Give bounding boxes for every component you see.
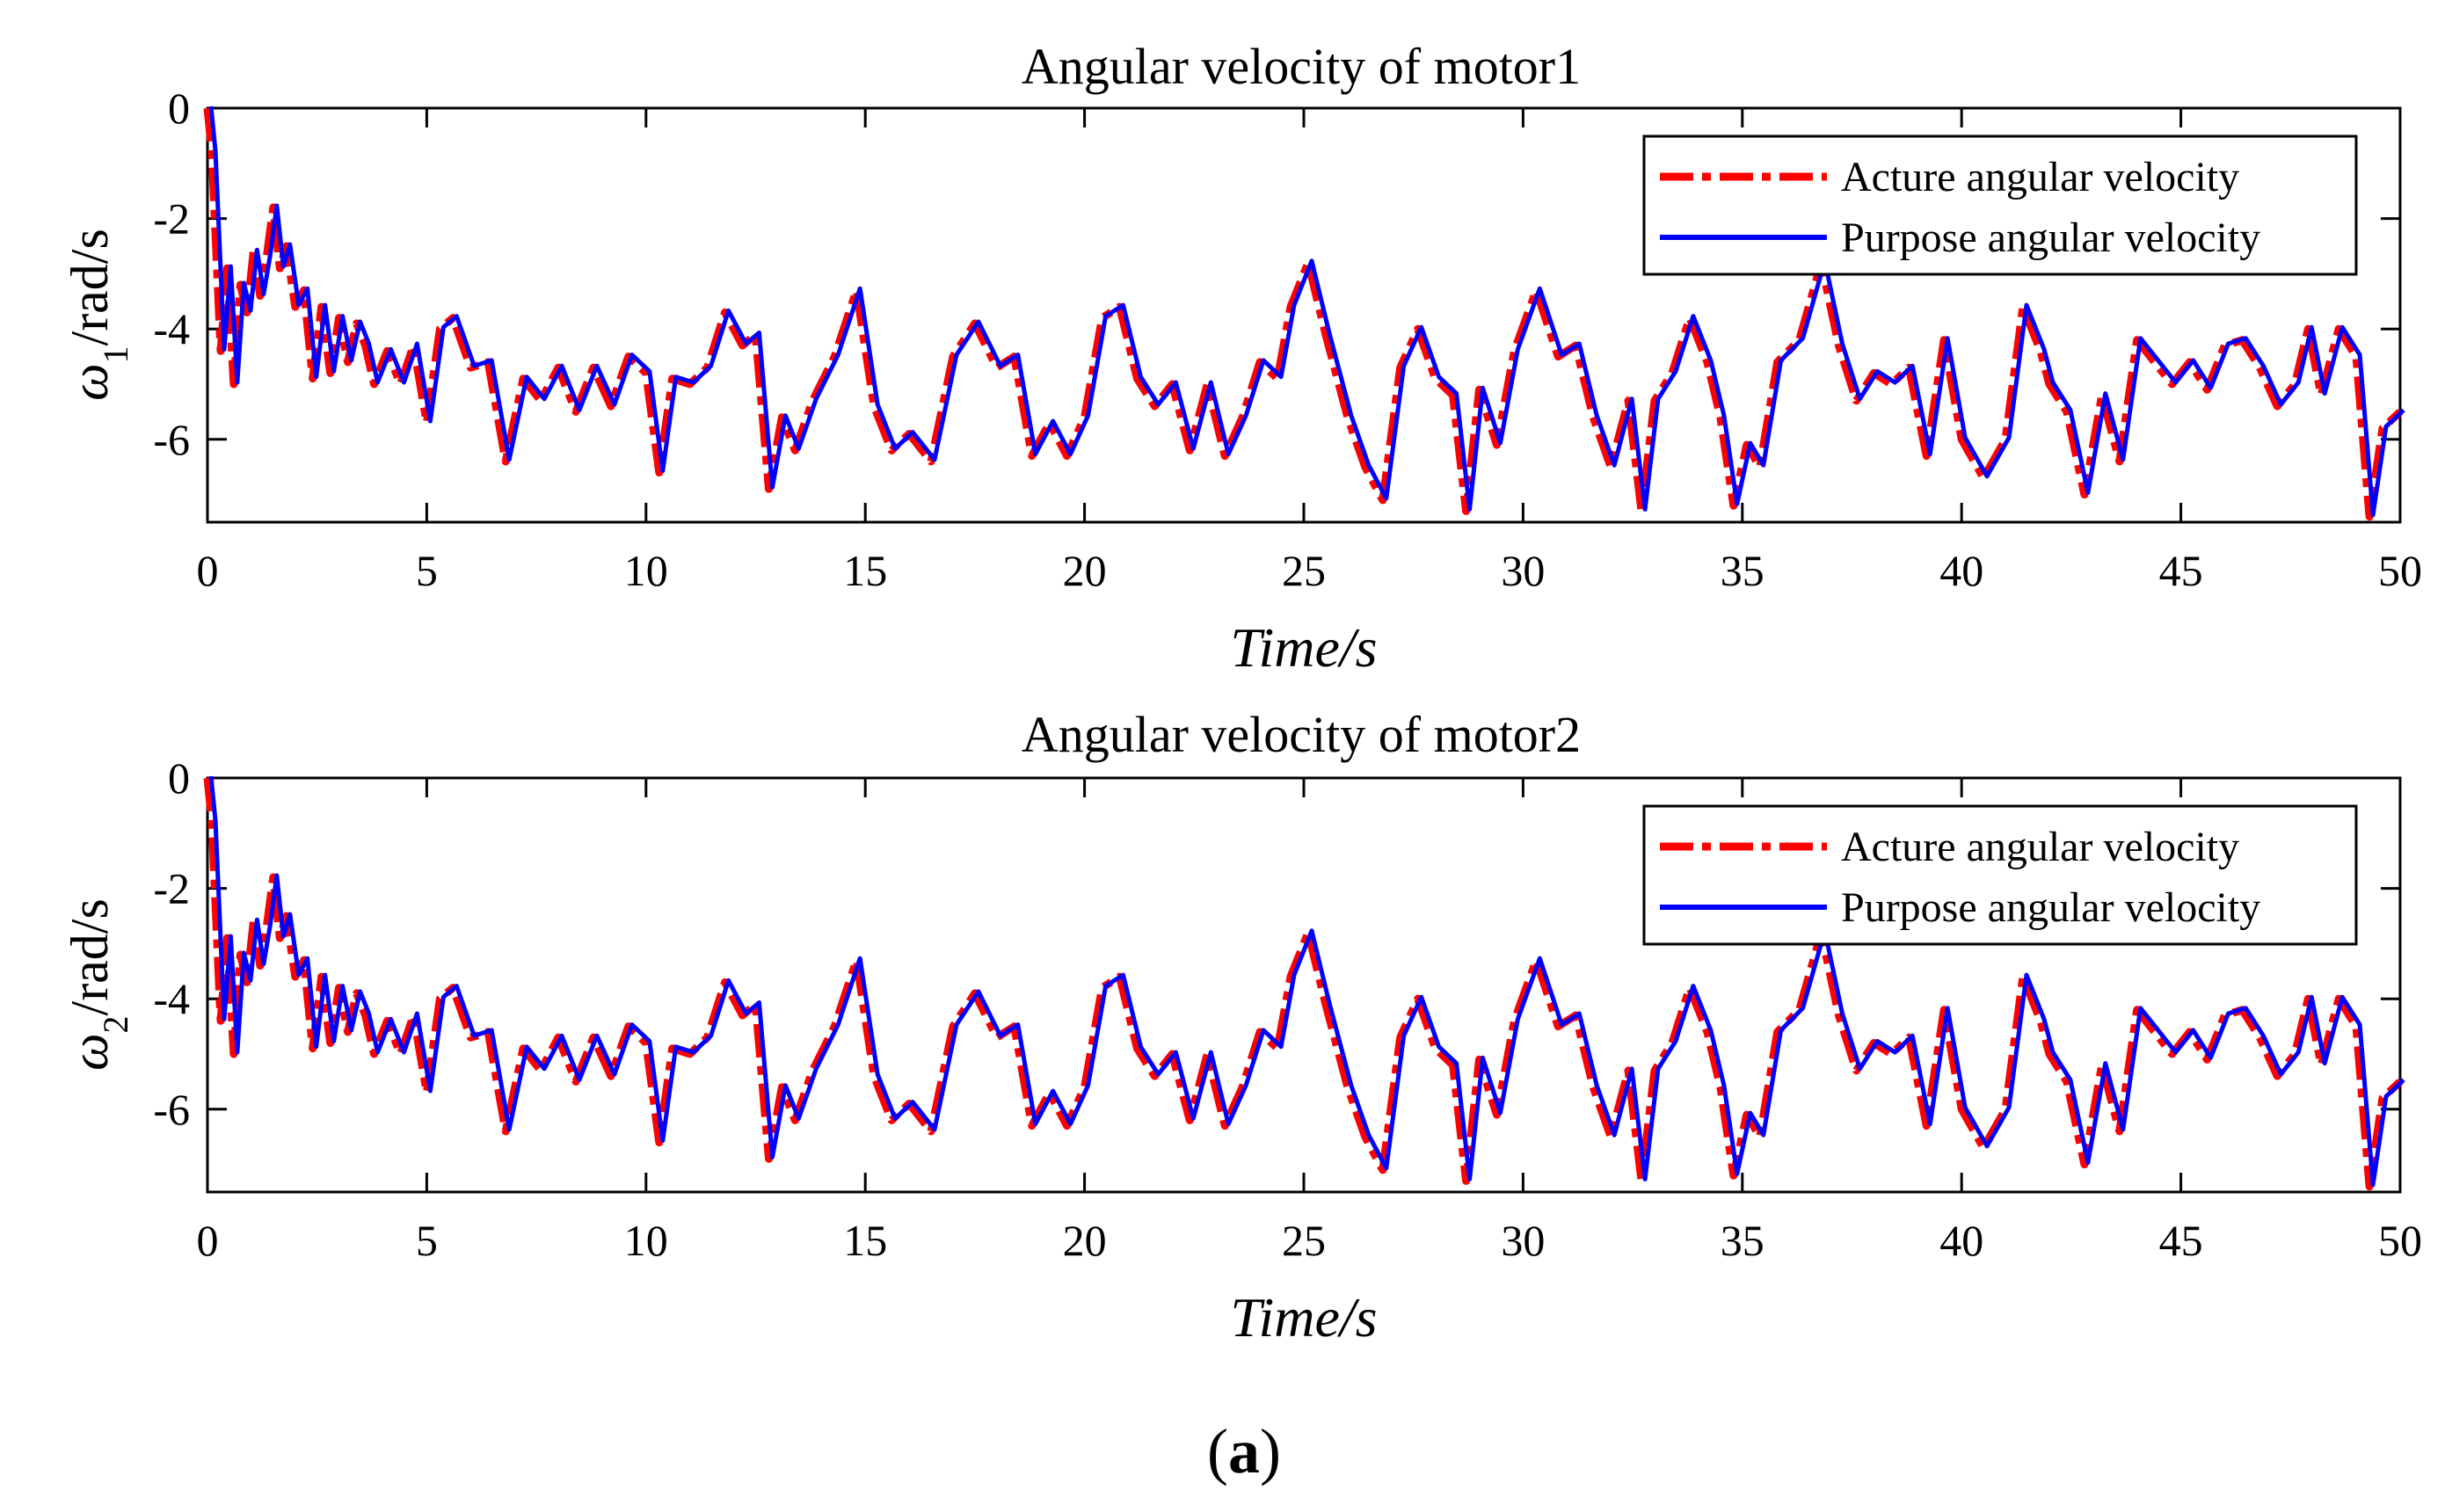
x-tick-labels: 0 5 10 15 20 25 30 35 40 45 50 <box>197 546 2423 595</box>
axis-ticks <box>206 106 2402 522</box>
series-purpose-line <box>208 775 2405 1188</box>
x-tick-label: 40 <box>1939 1216 1983 1265</box>
x-tick-label: 30 <box>1501 1216 1545 1265</box>
x-tick-label: 50 <box>2378 1216 2422 1265</box>
x-tick-label: 15 <box>843 1216 887 1265</box>
legend: Acture angular velocity Purpose angular … <box>1642 804 2358 946</box>
series-actual-line <box>203 777 2404 1191</box>
legend: Acture angular velocity Purpose angular … <box>1642 134 2358 276</box>
y-tick-label: -2 <box>153 194 190 244</box>
x-tick-labels: 0 5 10 15 20 25 30 35 40 45 50 <box>197 1216 2423 1265</box>
y-tick-label: -4 <box>153 304 190 353</box>
data-lines <box>203 105 2405 521</box>
x-tick-label: 0 <box>197 546 219 595</box>
y-tick-labels: 0 -2 -4 -6 <box>153 753 190 1134</box>
x-tick-label: 30 <box>1501 546 1545 595</box>
legend-label-purpose: Purpose angular velocity <box>1841 214 2260 261</box>
x-tick-label: 40 <box>1939 546 1983 595</box>
y-tick-label: 0 <box>168 753 190 803</box>
x-tick-label: 5 <box>416 546 438 595</box>
chart-title: Angular velocity of motor1 <box>1022 38 1581 95</box>
x-tick-label: 35 <box>1721 546 1764 595</box>
chart-motor1: Angular velocity of motor1 0 5 10 15 20 25 30 3… <box>61 38 2422 679</box>
x-tick-label: 0 <box>197 1216 219 1265</box>
chart-title: Angular velocity of motor2 <box>1022 706 1581 763</box>
y-tick-label: -6 <box>153 415 190 464</box>
x-tick-label: 45 <box>2159 1216 2203 1265</box>
legend-box <box>1642 134 2358 276</box>
legend-label-actual: Acture angular velocity <box>1841 154 2239 200</box>
y-axis-label: ω2/rad/s <box>61 898 135 1071</box>
y-tick-label: -4 <box>153 974 190 1023</box>
x-tick-label: 45 <box>2159 546 2203 595</box>
x-tick-label: 5 <box>416 1216 438 1265</box>
x-tick-label: 20 <box>1063 1216 1107 1265</box>
x-tick-label: 25 <box>1282 546 1326 595</box>
x-tick-label: 50 <box>2378 546 2422 595</box>
y-tick-label: 0 <box>168 84 190 133</box>
x-axis-label: Time/s <box>1230 1286 1377 1348</box>
x-tick-label: 35 <box>1721 1216 1764 1265</box>
series-actual-line <box>203 107 2404 521</box>
y-tick-label: -2 <box>153 864 190 913</box>
legend-label-purpose: Purpose angular velocity <box>1841 884 2260 931</box>
y-tick-labels: 0 -2 -4 -6 <box>153 84 190 464</box>
x-tick-label: 20 <box>1063 546 1107 595</box>
x-axis-label: Time/s <box>1230 616 1377 679</box>
chart-motor2: Angular velocity of motor2 0 5 10 15 20 25 30 3… <box>61 706 2422 1348</box>
legend-label-actual: Acture angular velocity <box>1841 824 2239 870</box>
y-tick-label: -6 <box>153 1085 190 1134</box>
x-tick-label: 15 <box>843 546 887 595</box>
legend-box <box>1642 804 2358 946</box>
series-purpose-line <box>208 105 2405 518</box>
data-lines <box>203 775 2405 1191</box>
figure-caption: (a) <box>1207 1416 1281 1487</box>
y-axis-label: ω1/rad/s <box>61 229 135 401</box>
x-tick-label: 10 <box>624 1216 668 1265</box>
x-tick-label: 10 <box>624 546 668 595</box>
x-tick-label: 25 <box>1282 1216 1326 1265</box>
